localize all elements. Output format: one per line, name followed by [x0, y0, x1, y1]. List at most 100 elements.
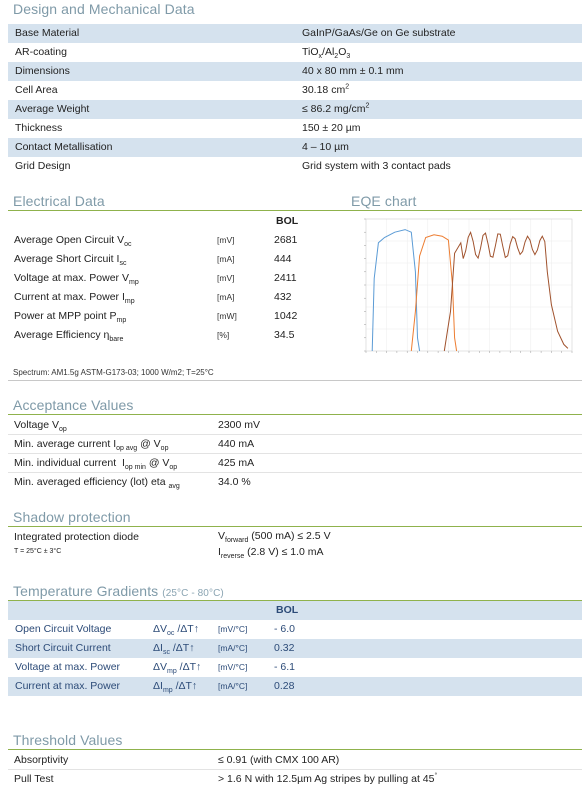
threshold-row: Absorptivity ≤ 0.91 (with CMX 100 AR) [8, 751, 582, 770]
temperature-row-symbol: ΔImp /ΔT↑ [153, 680, 198, 695]
shadow-row: Integrated protection diode T = 25°C ± 3… [8, 528, 582, 562]
design-row: Cell Area 30.18 cm2 [8, 81, 582, 100]
acceptance-row-value: 440 mA [218, 438, 255, 450]
temperature-row-unit: [mV/°C] [218, 662, 248, 672]
threshold-row-label: Absorptivity [14, 754, 69, 766]
design-row-value: ≤ 86.2 mg/cm2 [302, 102, 370, 116]
design-row: Contact Metallisation 4 – 10 µm [8, 138, 582, 157]
acceptance-row-divider [8, 434, 582, 435]
acceptance-row: Min. averaged efficiency (lot) eta avg 34… [8, 473, 582, 492]
temperature-title-text: Temperature Gradients [13, 583, 159, 599]
acceptance-rule [8, 414, 582, 415]
electrical-row: Average Short Circuit Isc [mA] 444 [8, 250, 343, 269]
threshold-row: Pull Test > 1.6 N with 12.5µm Ag stripes … [8, 770, 582, 789]
acceptance-row-divider [8, 453, 582, 454]
electrical-row: Power at MPP point Pmp [mW] 1042 [8, 307, 343, 326]
temperature-row-unit: [mA/°C] [218, 681, 248, 691]
shadow-label: Integrated protection diode [14, 531, 139, 543]
temperature-row-symbol: ΔVoc /ΔT↑ [153, 623, 199, 638]
electrical-row-label: Current at max. Power Imp [14, 291, 135, 306]
eqe-bottom-cell-curve [443, 231, 569, 352]
shadow-sublabel: T = 25°C ± 3°C [14, 548, 62, 555]
electrical-row-label: Average Open Circuit Voc [14, 234, 132, 249]
design-row-value: 4 – 10 µm [302, 141, 349, 153]
design-row-label: Base Material [15, 27, 80, 39]
electrical-row-unit: [%] [217, 330, 230, 340]
electrical-row-unit: [mW] [217, 311, 237, 321]
temperature-row: Short Circuit Current ΔIsc /ΔT↑ [mA/°C] 0.3… [8, 639, 582, 658]
temperature-row-label: Current at max. Power [15, 680, 121, 692]
design-row-label: Average Weight [15, 103, 90, 115]
temperature-row-value: 0.28 [274, 680, 295, 692]
design-row-label: AR-coating [15, 46, 67, 58]
electrical-row-value: 444 [274, 253, 292, 265]
electrical-title: Electrical Data [13, 193, 105, 209]
acceptance-title: Acceptance Values [13, 397, 134, 413]
electrical-row-label: Average Short Circuit Isc [14, 253, 127, 268]
acceptance-row-label: Min. averaged efficiency (lot) eta avg [14, 476, 180, 491]
electrical-col-header: BOL [276, 215, 299, 227]
acceptance-row-label: Min. individual current Iop min @ Vop [14, 457, 178, 472]
shadow-rule [8, 526, 582, 527]
design-row-value: GaInP/GaAs/Ge on Ge substrate [302, 27, 456, 39]
electrical-row-unit: [mV] [217, 273, 235, 283]
eqe-middle-cell-curve [410, 234, 458, 352]
eqe-gridlines [366, 219, 572, 351]
shadow-forward-value: Vforward (500 mA) ≤ 2.5 V [218, 530, 331, 545]
design-row-value: TiOx/Al2O3 [302, 46, 351, 61]
acceptance-row-value: 2300 mV [218, 419, 261, 431]
temperature-row-label: Open Circuit Voltage [15, 623, 112, 635]
temperature-rule [8, 600, 582, 601]
electrical-row-value: 2411 [274, 272, 297, 284]
electrical-footnote: Spectrum: AM1.5g ASTM-G173-03; 1000 W/m2… [13, 368, 214, 377]
threshold-row-label: Pull Test [14, 773, 54, 785]
threshold-row-divider [8, 769, 582, 770]
acceptance-row: Min. individual current Iop min @ Vop 425… [8, 454, 582, 473]
temperature-row-value: 0.32 [274, 642, 295, 654]
temperature-row-value: - 6.0 [274, 623, 296, 635]
temperature-row-label: Voltage at max. Power [15, 661, 121, 673]
design-row-value: Grid system with 3 contact pads [302, 160, 451, 172]
electrical-row-value: 1042 [274, 310, 298, 322]
design-row: Dimensions 40 x 80 mm ± 0.1 mm [8, 62, 582, 81]
temperature-row-symbol: ΔIsc /ΔT↑ [153, 642, 195, 657]
electrical-row: Voltage at max. Power Vmp [mV] 2411 [8, 269, 343, 288]
temperature-row-symbol: ΔVmp /ΔT↑ [153, 661, 202, 676]
design-row-label: Grid Design [15, 160, 71, 172]
threshold-rule [8, 749, 582, 750]
electrical-row-value: 2681 [274, 234, 298, 246]
design-row-value: 150 ± 20 µm [302, 122, 361, 134]
temperature-row: Open Circuit Voltage ΔVoc /ΔT↑ [mV/°C] - 6.… [8, 620, 582, 639]
threshold-title: Threshold Values [13, 732, 123, 748]
electrical-row-label: Power at MPP point Pmp [14, 310, 127, 325]
eqe-title: EQE chart [351, 193, 417, 209]
temperature-row-unit: [mV/°C] [218, 624, 248, 634]
design-row-value: 40 x 80 mm ± 0.1 mm [302, 65, 404, 77]
design-row: Grid Design Grid system with 3 contact pa… [8, 157, 582, 176]
design-row-label: Thickness [15, 122, 63, 134]
acceptance-row: Voltage Vop 2300 mV [8, 416, 582, 435]
electrical-row-value: 34.5 [274, 329, 295, 341]
electrical-row-unit: [mV] [217, 235, 235, 245]
threshold-row-value: ≤ 0.91 (with CMX 100 AR) [218, 754, 340, 766]
temperature-col-header: BOL [276, 604, 299, 616]
acceptance-row-label: Voltage Vop [14, 419, 67, 434]
electrical-row: Current at max. Power Imp [mA] 432 [8, 288, 343, 307]
temperature-row: Current at max. Power ΔImp /ΔT↑ [mA/°C] 0.2… [8, 677, 582, 696]
eqe-tick-marks [364, 218, 573, 353]
threshold-row-value: > 1.6 N with 12.5µm Ag stripes by pullin… [218, 772, 438, 786]
design-row-label: Dimensions [15, 65, 70, 77]
acceptance-row-divider [8, 472, 582, 473]
acceptance-row-label: Min. average current Iop avg @ Vop [14, 438, 169, 453]
eqe-chart [352, 213, 578, 363]
temperature-title: Temperature Gradients (25°C - 80°C) [13, 583, 224, 599]
electrical-row-unit: [mA] [217, 292, 235, 302]
temperature-row: Voltage at max. Power ΔVmp /ΔT↑ [mV/°C] - 6… [8, 658, 582, 677]
design-row-label: Cell Area [15, 84, 58, 96]
acceptance-row-value: 425 mA [218, 457, 255, 469]
design-row: Thickness 150 ± 20 µm [8, 119, 582, 138]
design-title: Design and Mechanical Data [13, 1, 195, 17]
temperature-header-row: BOL [8, 601, 582, 620]
shadow-title: Shadow protection [13, 509, 131, 525]
design-row-value: 30.18 cm2 [302, 83, 350, 97]
